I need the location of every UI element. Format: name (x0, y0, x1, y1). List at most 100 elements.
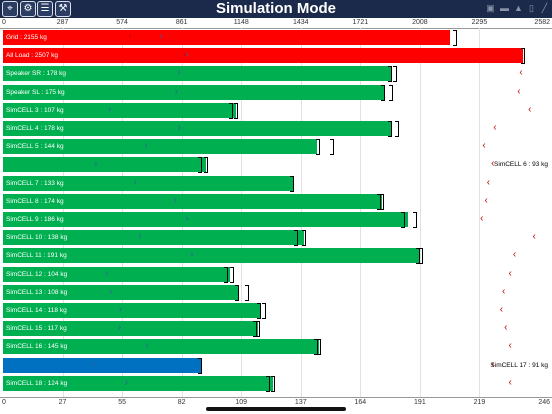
max-bracket (301, 230, 306, 247)
limit-bracket (416, 248, 421, 265)
target-icon[interactable]: ⌖ (2, 1, 18, 17)
bar-label: SimCELL 5 : 144 kg (6, 143, 64, 151)
bar-label: SimCELL 14 : 118 kg (6, 307, 67, 314)
load-bar[interactable] (3, 266, 230, 282)
limit-bracket (376, 193, 381, 210)
load-bar[interactable] (3, 321, 258, 337)
avg-marker: › (159, 31, 163, 42)
load-bar[interactable] (3, 157, 206, 173)
load-bar[interactable] (3, 303, 261, 318)
bar-label: SimCELL 7 : 133 kg (6, 179, 64, 187)
load-bar[interactable] (3, 48, 524, 64)
trend-marker: ‹ (528, 103, 532, 115)
load-bar[interactable] (3, 284, 239, 300)
avg-marker: › (104, 267, 109, 279)
avg-marker: › (117, 322, 122, 334)
load-bar[interactable] (3, 375, 274, 391)
max-bracket (419, 248, 424, 265)
trend-marker: ‹ (128, 31, 132, 42)
load-bar[interactable] (3, 66, 391, 82)
lock-icon: ▣ (486, 3, 495, 13)
trend-marker: ‹ (493, 122, 497, 133)
trend-marker: ‹ (499, 304, 504, 315)
bottom_axis-tick: 82 (177, 399, 186, 406)
limit-bracket (294, 230, 299, 247)
load-bar[interactable] (3, 175, 293, 191)
trend-marker: ‹ (512, 249, 517, 261)
limit-bracket (521, 48, 526, 65)
avg-marker: › (177, 122, 181, 133)
bar-label: Speaker SL : 175 kg (6, 88, 65, 96)
load-bar[interactable] (3, 139, 317, 155)
bar-label: Grid : 2155 kg (6, 34, 47, 41)
list-icon[interactable]: ☰ (37, 1, 53, 17)
avg-marker: › (145, 340, 149, 352)
limit-bracket (315, 139, 320, 156)
avg-marker: › (107, 103, 112, 115)
avg-marker: › (185, 213, 189, 224)
bar-label: SimCELL 3 : 107 kg (6, 106, 64, 114)
load-bar[interactable] (3, 30, 451, 45)
trend-marker: ‹ (519, 67, 523, 79)
load-bar[interactable] (3, 248, 420, 264)
load-bar[interactable] (3, 357, 202, 373)
avg-marker: › (138, 231, 142, 243)
bottom-axis: 0 27 55 82 109 137 164 191 219 246 (0, 398, 552, 408)
avg-marker: › (92, 358, 96, 370)
load-bar[interactable] (3, 102, 237, 118)
bottom_axis-tick: 137 (294, 399, 307, 406)
avg-marker: › (133, 176, 137, 188)
trend-marker: ‹ (484, 194, 488, 206)
max-bracket (380, 193, 385, 210)
limit-bracket (224, 266, 229, 283)
avg-marker: › (177, 67, 181, 79)
page-title: Simulation Mode (216, 0, 336, 17)
bottom-axis-rule (0, 397, 552, 398)
load-bar[interactable] (3, 121, 391, 136)
limit-bracket (387, 121, 392, 137)
limit-bracket (252, 321, 257, 338)
limit-bracket (257, 303, 262, 319)
bottom_axis-tick: 109 (235, 399, 248, 406)
max-bracket (412, 212, 417, 228)
max-bracket (229, 266, 234, 283)
limit-bracket (313, 339, 318, 356)
signal-icon: ╱ (541, 3, 548, 13)
bell-icon: ▲ (514, 3, 523, 13)
grid-line (419, 28, 421, 398)
home-indicator (206, 407, 346, 411)
chat-icon: ▬ (500, 3, 509, 13)
side-label: SimCELL 17 : 91 kg (490, 361, 548, 369)
load-bar[interactable] (3, 84, 385, 100)
limit-bracket (198, 357, 203, 374)
bottom_axis-tick: 164 (354, 399, 367, 406)
trend-marker: ‹ (482, 140, 486, 152)
load-bar[interactable] (3, 339, 319, 355)
bar-label: SimCELL 10 : 138 kg (6, 234, 68, 242)
phone-icon: ▯ (529, 3, 534, 13)
wrench-icon[interactable]: ⚒ (55, 1, 71, 17)
top_axis-tick: 2008 (412, 19, 428, 26)
load-bar[interactable] (3, 193, 383, 209)
trend-marker: ‹ (508, 267, 512, 279)
top_axis-tick: 2582 (534, 19, 550, 26)
max-bracket (234, 102, 239, 119)
limit-bracket (198, 157, 203, 174)
limit-bracket (235, 284, 240, 301)
top_axis-tick: 861 (175, 19, 188, 26)
avg-marker: › (124, 376, 128, 388)
trend-marker: ‹ (532, 231, 536, 243)
avg-marker: › (94, 158, 98, 170)
grid-line (479, 28, 481, 398)
gear-icon[interactable]: ⚙ (20, 1, 36, 17)
avg-marker: › (190, 249, 194, 261)
limit-bracket (387, 66, 392, 83)
load-bar[interactable] (3, 212, 409, 227)
max-bracket (255, 321, 260, 338)
bar-label: SimCELL 18 : 124 kg (6, 379, 68, 387)
top_axis-tick: 1721 (352, 19, 369, 26)
load-bar[interactable] (3, 230, 304, 246)
bar-label: SimCELL 9 : 186 kg (6, 216, 64, 223)
trend-marker: ‹ (504, 322, 508, 334)
bar-label: SimCELL 12 : 104 kg (6, 270, 68, 278)
